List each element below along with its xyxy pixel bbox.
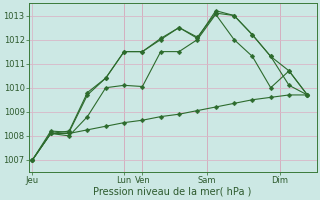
X-axis label: Pression niveau de la mer( hPa ): Pression niveau de la mer( hPa ) [93, 187, 252, 197]
